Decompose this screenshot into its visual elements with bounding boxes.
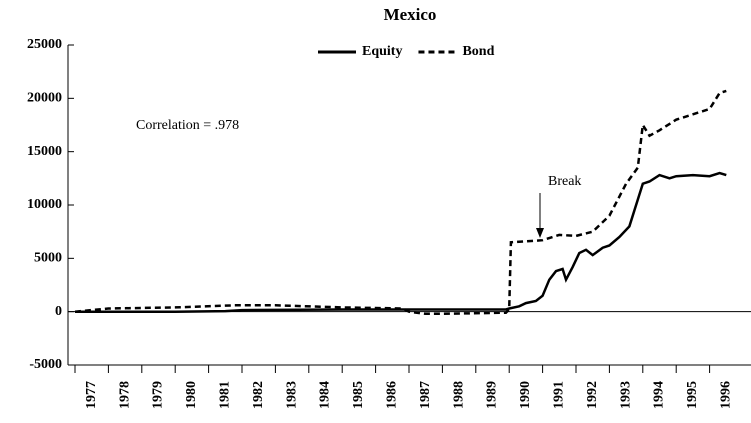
x-tick-label: 1989 [485, 381, 500, 409]
x-tick-label: 1981 [218, 381, 233, 409]
x-tick-label: 1978 [117, 381, 132, 409]
series-line [75, 171, 727, 313]
x-tick-label: 1995 [685, 381, 700, 409]
series-line [74, 89, 727, 316]
x-tick-label: 1983 [284, 381, 299, 409]
legend-label: Equity [362, 44, 402, 59]
x-tick-label: 1977 [84, 381, 99, 409]
y-tick-label: 5000 [34, 251, 62, 266]
x-tick-label: 1987 [418, 381, 433, 409]
y-tick-label: 15000 [27, 144, 62, 159]
y-tick-label: 25000 [27, 37, 62, 52]
annotation: Break [548, 174, 581, 189]
x-tick-label: 1993 [618, 381, 633, 409]
x-tick-label: 1984 [318, 381, 333, 409]
y-tick-label: -5000 [29, 357, 62, 372]
x-tick-label: 1988 [451, 381, 466, 409]
x-tick-label: 1986 [385, 381, 400, 409]
chart-title: Mexico [384, 5, 437, 24]
y-tick-label: 10000 [27, 197, 62, 212]
legend-label: Bond [462, 44, 494, 59]
arrow-head [536, 228, 544, 238]
y-tick-label: 0 [55, 304, 62, 319]
x-tick-label: 1992 [585, 381, 600, 409]
x-tick-label: 1994 [652, 381, 667, 409]
x-tick-label: 1979 [151, 381, 166, 409]
annotation: Correlation = .978 [136, 118, 239, 133]
x-tick-label: 1982 [251, 381, 266, 409]
y-tick-label: 20000 [27, 91, 62, 106]
x-tick-label: 1980 [184, 381, 199, 409]
x-tick-label: 1985 [351, 381, 366, 409]
x-tick-label: 1996 [719, 381, 734, 409]
x-tick-label: 1991 [552, 381, 567, 409]
x-tick-label: 1990 [518, 381, 533, 409]
